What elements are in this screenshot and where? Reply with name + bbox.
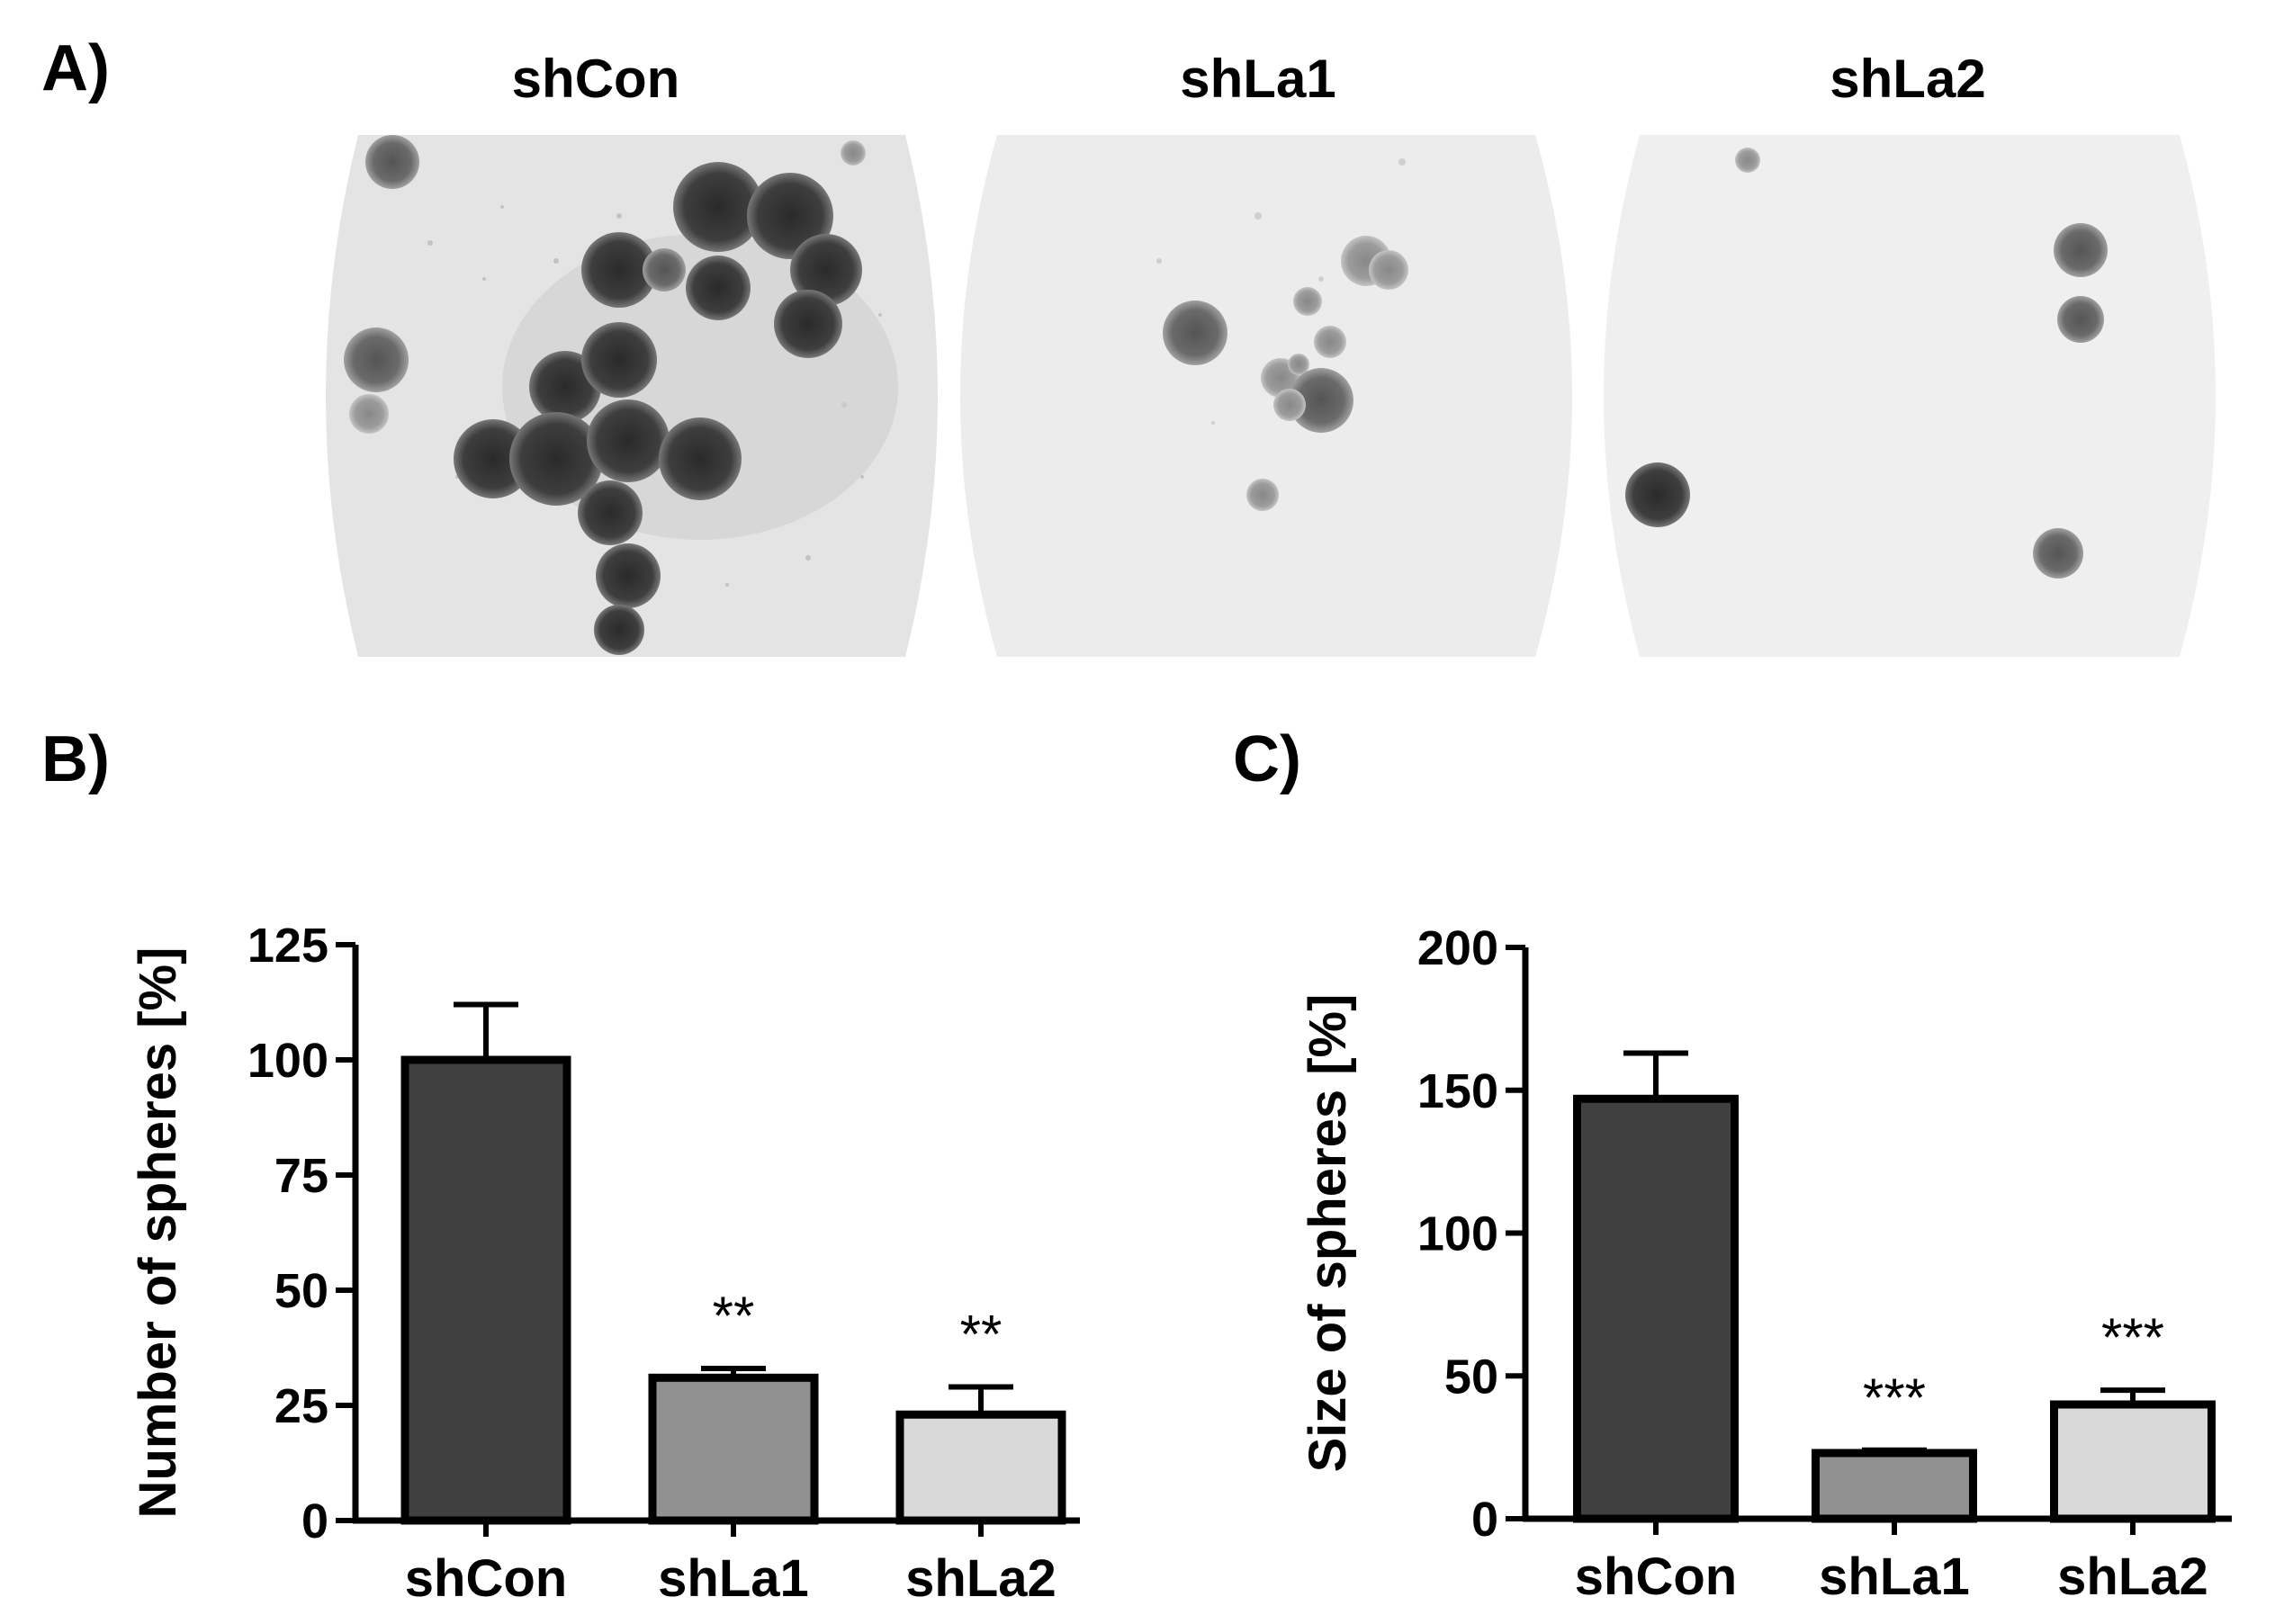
x-tick-label: shLa1 <box>658 1549 809 1608</box>
micrograph-title-shla2: shLa2 <box>1830 49 1986 109</box>
bar-shcon <box>1573 1094 1739 1523</box>
y-tick-label: 100 <box>1417 1207 1498 1261</box>
y-tick-label: 100 <box>247 1034 328 1088</box>
chart-size-of-spheres: Size of spheres [%] 0 50 100 150 200 shCon shLa… <box>1296 846 2268 1620</box>
micrograph-title-shla1: shLa1 <box>1180 49 1336 109</box>
x-tick-label: shCon <box>1575 1548 1737 1606</box>
micrograph-shla1 <box>943 135 1589 657</box>
panel-label-a: A) <box>41 32 110 104</box>
micrograph-shla2 <box>1595 135 2225 657</box>
significance-label: ** <box>960 1305 1003 1365</box>
significance-label: *** <box>1863 1368 1926 1428</box>
bar-shla2 <box>2050 1400 2216 1523</box>
significance-label: *** <box>2101 1307 2164 1368</box>
y-axis-label: Size of spheres [%] <box>1299 994 1357 1473</box>
chart-number-of-spheres: Number of spheres [%] 0 25 50 75 100 125 shCon s… <box>126 846 1116 1620</box>
y-axis-label: Number of spheres [%] <box>129 947 187 1519</box>
y-tick-label: 0 <box>301 1494 328 1548</box>
significance-label: ** <box>713 1286 755 1346</box>
panel-label-b: B) <box>41 723 110 795</box>
y-tick-label: 50 <box>1444 1350 1498 1404</box>
bar-shla1 <box>648 1373 819 1525</box>
y-tick-label: 0 <box>1471 1493 1498 1547</box>
y-tick-label: 200 <box>1417 921 1498 975</box>
y-tick-label: 125 <box>247 919 328 973</box>
y-tick-label: 150 <box>1417 1064 1498 1118</box>
micrograph-shcon <box>322 135 941 657</box>
bar-shla2 <box>895 1410 1066 1525</box>
x-tick-label: shLa2 <box>2057 1548 2208 1606</box>
y-tick-label: 25 <box>274 1379 328 1433</box>
x-tick-label: shLa2 <box>905 1549 1057 1608</box>
y-tick-label: 75 <box>274 1149 328 1203</box>
micrograph-title-shcon: shCon <box>511 49 680 109</box>
panel-label-c: C) <box>1233 723 1301 795</box>
bar-shla1 <box>1812 1449 1977 1523</box>
y-tick-label: 50 <box>274 1264 328 1318</box>
bar-shcon <box>400 1055 571 1525</box>
x-tick-label: shLa1 <box>1819 1548 1970 1606</box>
x-tick-label: shCon <box>405 1549 567 1608</box>
